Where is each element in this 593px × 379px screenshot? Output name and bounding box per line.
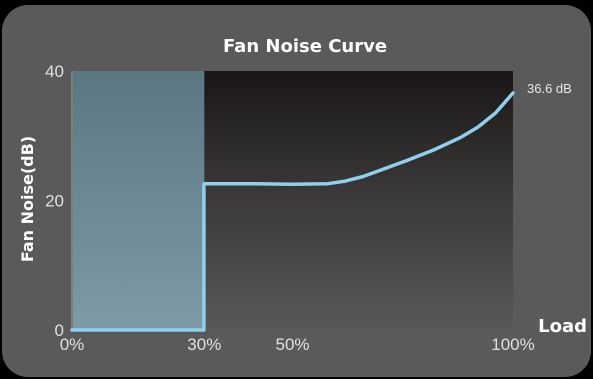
idle-load-region (72, 71, 205, 330)
chart-title: Fan Noise Curve (223, 36, 387, 57)
chart-panel: Fan Noise Curve Fan Noise(dB) Load 36.6 … (2, 5, 591, 377)
y-tick-labels: 0 20 40 (45, 62, 64, 340)
noise-curve-line (70, 91, 515, 332)
x-tick-label: 50% (275, 335, 309, 354)
x-tick-label: 0% (60, 335, 85, 354)
x-tick-label: 30% (187, 335, 221, 354)
curve-end-label: 36.6 dB (527, 81, 572, 96)
y-tick-label: 20 (45, 192, 64, 211)
y-axis-label: Fan Noise(dB) (18, 136, 37, 262)
x-tick-label: 100% (491, 335, 534, 354)
y-tick-label: 40 (45, 62, 64, 81)
y-tick-label: 0 (55, 321, 64, 340)
x-axis-label: Load (538, 316, 587, 337)
fan-noise-chart: Fan Noise Curve Fan Noise(dB) Load 36.6 … (18, 36, 587, 354)
x-tick-labels: 0% 30% 50% 100% (60, 335, 535, 354)
